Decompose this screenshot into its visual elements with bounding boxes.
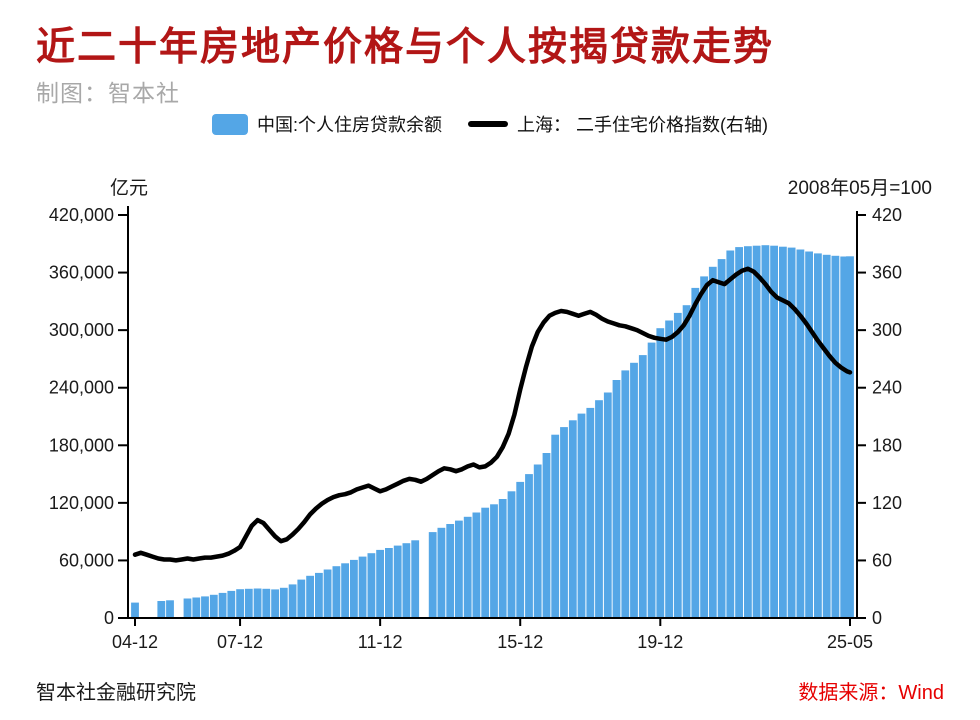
svg-text:11-12: 11-12	[358, 632, 403, 652]
svg-text:240: 240	[872, 378, 902, 398]
svg-text:420: 420	[872, 205, 902, 225]
svg-text:15-12: 15-12	[497, 632, 543, 652]
legend-item-loan-balance: 中国:个人住房贷款余额	[212, 111, 442, 137]
svg-text:120: 120	[872, 493, 902, 513]
svg-text:420,000: 420,000	[49, 205, 114, 225]
svg-text:360: 360	[872, 263, 902, 283]
bar-swatch-icon	[212, 113, 248, 135]
svg-text:300,000: 300,000	[49, 320, 114, 340]
svg-text:60,000: 60,000	[59, 550, 114, 570]
svg-text:04-12: 04-12	[112, 632, 158, 652]
svg-text:25-05: 25-05	[827, 632, 873, 652]
svg-text:120,000: 120,000	[49, 493, 114, 513]
legend-label-price-index: 上海： 二手住宅价格指数(右轴)	[517, 115, 768, 135]
svg-text:0: 0	[104, 608, 114, 628]
svg-text:60: 60	[872, 550, 892, 570]
legend-item-price-index: 上海： 二手住宅价格指数(右轴)	[468, 111, 768, 137]
svg-text:19-12: 19-12	[637, 632, 683, 652]
svg-text:180: 180	[872, 435, 902, 455]
legend-label-loan-balance: 中国:个人住房贷款余额	[257, 115, 442, 135]
svg-text:360,000: 360,000	[49, 263, 114, 283]
line-swatch-icon	[468, 121, 508, 127]
svg-text:0: 0	[872, 608, 882, 628]
svg-text:亿元: 亿元	[110, 177, 148, 199]
svg-text:2008年05月=100: 2008年05月=100	[788, 177, 932, 199]
svg-text:180,000: 180,000	[49, 435, 114, 455]
page-title: 近二十年房地产价格与个人按揭贷款走势	[36, 26, 775, 69]
chart-svg: 0 60,000 120,000 180,000 240,000 300,000 360,0…	[49, 177, 932, 652]
legend: 中国:个人住房贷款余额 上海： 二手住宅价格指数(右轴)	[0, 111, 980, 137]
svg-text:240,000: 240,000	[49, 378, 114, 398]
svg-text:07-12: 07-12	[217, 632, 263, 652]
source-label: 数据来源：Wind	[798, 682, 944, 704]
svg-text:300: 300	[872, 320, 902, 340]
footer-org-label: 智本社金融研究院	[36, 682, 196, 704]
subtitle: 制图：智本社	[36, 80, 180, 106]
